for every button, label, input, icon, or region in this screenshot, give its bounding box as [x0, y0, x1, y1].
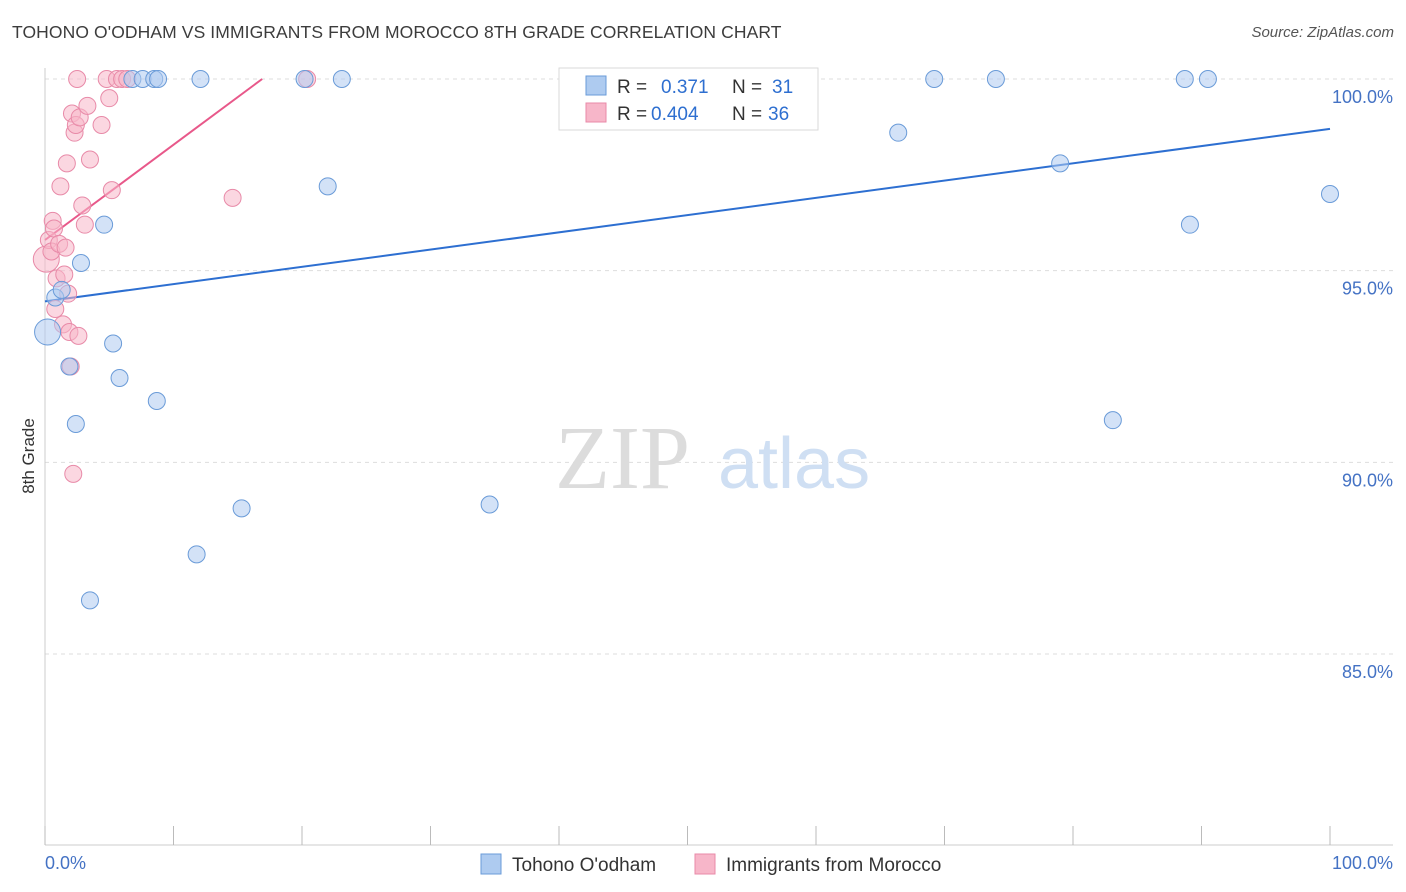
tohono-point — [232, 499, 251, 518]
morocco-point — [44, 219, 63, 238]
morocco-point — [55, 265, 74, 284]
x-tick-label-max: 100.0% — [1332, 853, 1393, 873]
gridlines — [45, 78, 1393, 655]
x-tick-labels: 0.0% 100.0% — [45, 853, 1393, 873]
tohono-point — [318, 177, 337, 196]
tohono-point — [332, 70, 351, 88]
legend-r-value-1: 0.371 — [661, 77, 709, 98]
morocco-trend-line — [44, 78, 263, 241]
series-name-2: Immigrants from Morocco — [726, 855, 941, 876]
y-tick-label: 100.0% — [1332, 87, 1393, 107]
tohono-point — [295, 70, 314, 88]
legend-r-value-2: 0.404 — [651, 104, 699, 125]
morocco-point — [56, 238, 75, 257]
tohono-point — [925, 70, 944, 88]
tohono-point — [34, 318, 62, 346]
legend-swatch-blue — [585, 75, 607, 96]
tohono-point — [480, 495, 499, 514]
tohono-point — [187, 545, 206, 564]
tohono-point — [71, 254, 90, 272]
morocco-point — [80, 150, 99, 169]
morocco-point — [102, 181, 121, 200]
axes — [44, 68, 1393, 846]
tohono-point — [95, 215, 114, 234]
legend-swatch-pink — [585, 102, 607, 123]
y-axis-title: 8th Grade — [19, 418, 38, 494]
tohono-point — [104, 334, 123, 353]
tohono-point — [110, 369, 129, 387]
morocco-point — [64, 464, 83, 483]
morocco-point — [68, 70, 87, 88]
tohono-point — [1051, 154, 1070, 173]
tohono-point — [149, 70, 168, 88]
x-tick-label-min: 0.0% — [45, 853, 86, 873]
chart-title: TOHONO O'ODHAM VS IMMIGRANTS FROM MOROCC… — [12, 22, 782, 42]
legend-n-value-2: 36 — [768, 104, 789, 125]
y-tick-label: 95.0% — [1342, 279, 1393, 299]
tohono-point — [1175, 70, 1194, 88]
tohono-point — [1198, 70, 1217, 88]
legend-r-label-2: R = — [617, 104, 647, 125]
morocco-point — [69, 326, 88, 345]
morocco-point — [51, 177, 70, 196]
tohono-point — [986, 70, 1005, 88]
series-swatch-blue — [480, 853, 502, 875]
morocco-point — [223, 188, 242, 207]
morocco-point — [78, 96, 97, 115]
tohono-point — [1321, 185, 1339, 203]
morocco-point — [100, 89, 119, 108]
tohono-point — [191, 70, 210, 88]
morocco-point — [57, 154, 76, 173]
legend-n-label-1: N = — [732, 77, 762, 98]
legend-n-label-2: N = — [732, 104, 762, 125]
tohono-point — [66, 415, 85, 433]
watermark-zip: ZIP — [555, 409, 690, 508]
watermark: ZIP atlas — [555, 409, 870, 508]
tohono-point — [889, 123, 908, 142]
stats-legend: R = 0.371 N = 31 R = 0.404 N = 36 — [558, 67, 819, 131]
tohono-point — [1103, 411, 1122, 430]
legend-r-label-1: R = — [617, 77, 647, 98]
tohono-trend-line — [44, 127, 1331, 303]
tohono-point — [52, 280, 71, 299]
legend-n-value-1: 31 — [772, 77, 793, 98]
series-name-1: Tohono O'odham — [512, 855, 656, 876]
y-tick-label: 85.0% — [1342, 662, 1393, 682]
y-tick-label: 90.0% — [1342, 470, 1393, 490]
tohono-point — [1180, 215, 1199, 234]
tohono-point — [80, 591, 99, 610]
morocco-point — [75, 215, 94, 234]
watermark-atlas: atlas — [718, 424, 870, 504]
data-points — [32, 70, 1339, 610]
tohono-point — [60, 357, 79, 376]
series-swatch-pink — [694, 853, 716, 875]
series-legend: Tohono O'odham Immigrants from Morocco — [480, 853, 941, 876]
source-label: Source: ZipAtlas.com — [1251, 24, 1394, 41]
tohono-point — [147, 392, 166, 410]
morocco-point — [73, 196, 92, 215]
morocco-point — [92, 116, 111, 134]
y-tick-labels: 85.0% 90.0% 95.0% 100.0% — [1332, 87, 1393, 682]
